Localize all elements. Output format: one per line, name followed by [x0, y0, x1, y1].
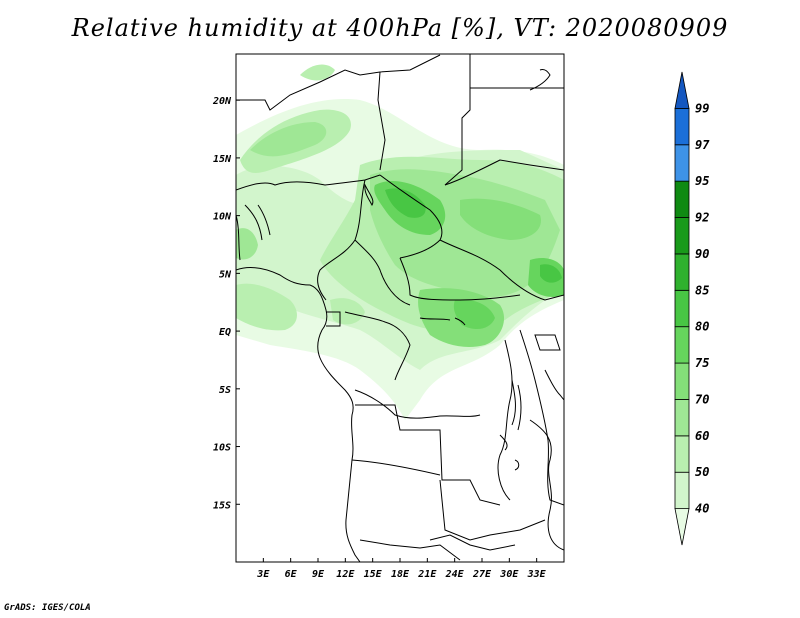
colorbar-label: 85	[695, 283, 709, 297]
y-tick-label: 20N	[212, 96, 232, 107]
y-tick-label: 5N	[219, 269, 232, 280]
x-tick-label: 12E	[336, 569, 355, 580]
colorbar: 40 50 60 70 75 80 85 90 92 95 97 99	[674, 71, 710, 546]
y-tick-label: 15N	[213, 154, 232, 165]
colorbar-segment	[674, 362, 690, 400]
colorbar-label: 50	[695, 465, 709, 479]
x-tick-label: 33E	[527, 569, 547, 580]
x-tick-label: 6E	[285, 569, 298, 580]
colorbar-label: 99	[695, 101, 709, 115]
colorbar-label: 92	[695, 211, 709, 225]
colorbar-label: 70	[695, 392, 709, 406]
x-tick-label: 9E	[312, 569, 325, 580]
x-tick-label: 30E	[499, 569, 519, 580]
colorbar-label: 90	[695, 247, 709, 261]
colorbar-segment	[674, 471, 690, 510]
x-tick-label: 18E	[391, 569, 410, 580]
x-tick-label: 3E	[256, 569, 270, 580]
colorbar-segment	[674, 508, 690, 546]
colorbar-label: 40	[695, 502, 709, 516]
colorbar-segment	[674, 435, 690, 473]
colorbar-segment	[674, 180, 690, 218]
colorbar-label: 80	[695, 320, 709, 334]
x-tick-label: 24E	[445, 569, 465, 580]
footer-credit: GrADS: IGES/COLA	[4, 603, 91, 613]
colorbar-segment	[674, 326, 690, 364]
colorbar-label: 95	[695, 174, 709, 188]
colorbar-label: 75	[695, 356, 709, 370]
y-tick-label: 10N	[213, 212, 232, 223]
x-tick-label: 15E	[364, 569, 383, 580]
y-tick-label: 5S	[219, 385, 231, 396]
x-tick-label: 21E	[417, 569, 437, 580]
colorbar-segment	[674, 399, 690, 437]
colorbar-segment	[674, 71, 690, 109]
y-tick-label: EQ	[219, 327, 231, 338]
humidity-field	[236, 64, 564, 420]
colorbar-segment	[674, 253, 690, 291]
colorbar-label: 97	[695, 138, 710, 152]
map-borders	[236, 54, 564, 562]
colorbar-segment	[674, 289, 690, 328]
map-title: Relative humidity at 400hPa [%], VT: 202…	[71, 14, 729, 42]
colorbar-label: 60	[695, 429, 709, 443]
y-tick-label: 15S	[213, 500, 231, 511]
y-tick-label: 10S	[213, 443, 231, 454]
colorbar-segment	[674, 144, 690, 182]
y-axis: 20N 15N 10N 5N EQ 5S 10S 15S	[212, 96, 240, 511]
x-axis: 3E 6E 9E 12E 15E 18E 21E 24E 27E 30E 33E	[256, 558, 547, 580]
colorbar-segment	[674, 217, 690, 255]
colorbar-segment	[674, 107, 690, 146]
x-tick-label: 27E	[472, 569, 492, 580]
